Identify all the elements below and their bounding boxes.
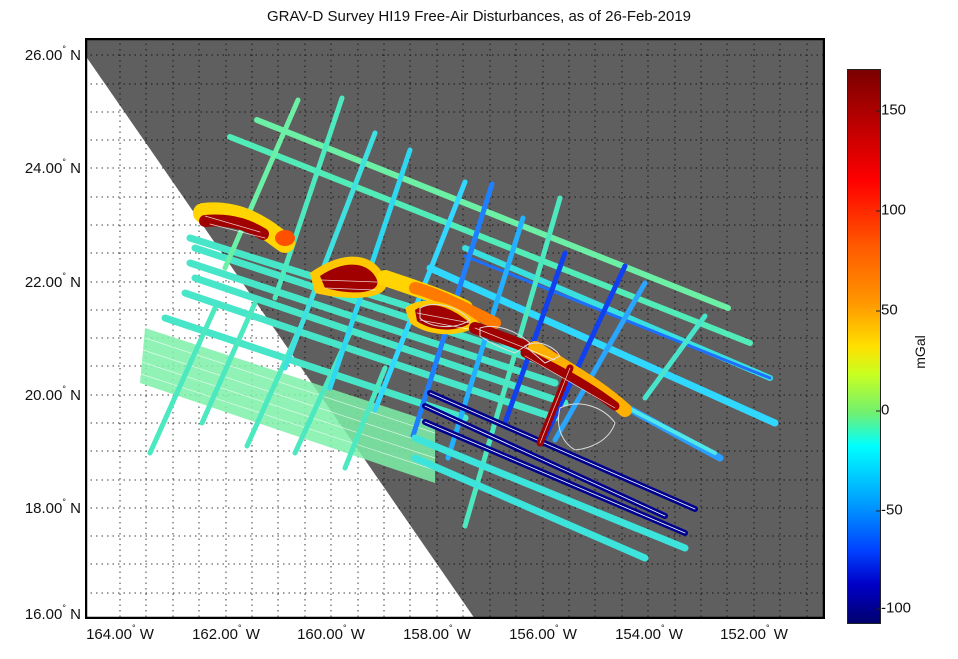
x-tick-160: 160.00° W: [297, 623, 365, 643]
x-tick-164: 164.00° W: [86, 623, 154, 643]
y-tick-22: 22.00° N: [24, 271, 81, 291]
colorbar-tick-minus50: -50: [876, 501, 903, 519]
track-group-southeast: [411, 390, 698, 562]
colorbar-tick-minus100: -100: [875, 599, 912, 617]
y-tick-16: 16.00° N: [24, 603, 81, 623]
y-tick-20: 20.00° N: [24, 384, 81, 404]
track-group-crosslines: [222, 95, 708, 529]
x-tick-152: 152.00° W: [720, 623, 788, 643]
y-tick-24: 24.00° N: [24, 157, 81, 177]
island-coastlines: [419, 304, 616, 451]
y-tick-26: 26.00° N: [24, 44, 81, 64]
colorbar-label: mGal: [912, 335, 928, 369]
colorbar-tick-100: 100: [875, 201, 907, 219]
colorbar-tick-50: 50: [876, 301, 898, 319]
map-canvas: [85, 38, 825, 619]
x-tick-162: 162.00° W: [192, 623, 260, 643]
map-plot-area: [85, 38, 825, 619]
chart-title: GRAV-D Survey HI19 Free-Air Disturbances…: [266, 8, 692, 25]
track-group-ridge-anomaly: [193, 202, 632, 447]
colorbar: [847, 69, 881, 624]
x-tick-156: 156.00° W: [509, 623, 577, 643]
y-tick-18: 18.00° N: [24, 497, 81, 517]
axes-frame: [85, 38, 825, 619]
colorbar-tick-0: 0: [875, 401, 890, 419]
track-group-southwest: [140, 234, 569, 483]
x-tick-158: 158.00° W: [403, 623, 471, 643]
colorbar-tick-150: 150: [875, 101, 907, 119]
x-tick-154: 154.00° W: [615, 623, 683, 643]
